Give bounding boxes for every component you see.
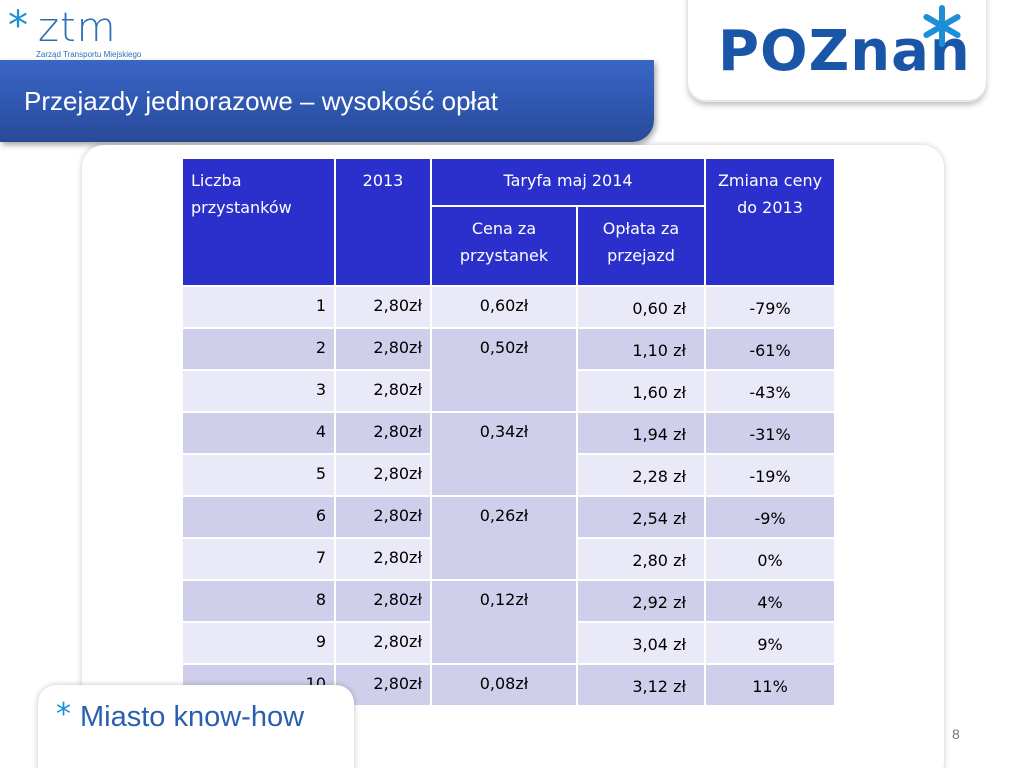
cell-stops: 8 [181,579,336,623]
cell-stops: 9 [181,621,336,665]
cell-ride-fee: 3,12 zł [575,663,707,707]
table-row: 8 2,80zł 0,12zł 2,92 zł 4% [181,579,837,665]
cell-price-per-stop: 0,08zł [430,663,578,707]
cell-price-2013: 2,80zł [334,369,432,413]
table-row: 7 2,80zł 2,80 zł 0% [181,537,837,581]
cell-ride-fee: 3,04 zł [575,621,707,665]
cell-ride-fee: 0,60 zł [575,285,707,329]
fare-table: Liczba przystanków 2013 Taryfa maj 2014 … [181,157,837,707]
cell-ride-fee: 1,10 zł [575,327,707,371]
header-change: Zmiana ceny do 2013 [704,157,837,287]
cell-stops: 3 [181,369,336,413]
table-row: 5 2,80zł 2,28 zł -19% [181,453,837,497]
cell-change: 9% [704,621,837,665]
ztm-logo-text: ztm [38,5,117,51]
table-row: 9 2,80zł 3,04 zł 9% [181,621,837,665]
cell-change: -43% [704,369,837,413]
cell-price-2013: 2,80zł [334,621,432,665]
cell-price-2013: 2,80zł [334,285,432,329]
table-row: 1 2,80zł 0,60zł 0,60 zł -79% [181,285,837,329]
slide-title: Przejazdy jednorazowe – wysokość opłat [24,86,499,116]
title-bar [0,60,654,142]
cell-price-2013: 2,80zł [334,327,432,371]
poznan-logo: POZnan [688,0,986,102]
cell-ride-fee: 1,94 zł [575,411,707,455]
table-row: 3 2,80zł 1,60 zł -43% [181,369,837,413]
cell-price-per-stop: 0,12zł [430,579,578,665]
header-ride-fee: Opłata za przejazd [575,205,707,287]
cell-price-2013: 2,80zł [334,663,432,707]
header-stops: Liczba przystanków [181,157,336,287]
footer-star-icon: * [56,697,71,732]
ztm-logo: * ztm Zarząd Transportu Miejskiego [8,6,168,64]
cell-change: 11% [704,663,837,707]
table-row: 4 2,80zł 0,34zł 1,94 zł -31% [181,411,837,497]
table-row: 6 2,80zł 0,26zł 2,54 zł -9% [181,495,837,581]
cell-ride-fee: 1,60 zł [575,369,707,413]
table-row: 2 2,80zł 0,50zł 1,10 zł -61% [181,327,837,413]
cell-price-2013: 2,80zł [334,453,432,497]
cell-change: 0% [704,537,837,581]
cell-ride-fee: 2,54 zł [575,495,707,539]
cell-change: -61% [704,327,837,371]
cell-stops: 6 [181,495,336,539]
cell-stops: 4 [181,411,336,455]
cell-change: -9% [704,495,837,539]
cell-price-2013: 2,80zł [334,537,432,581]
header-2013: 2013 [334,157,432,287]
cell-stops: 2 [181,327,336,371]
cell-change: -79% [704,285,837,329]
cell-stops: 5 [181,453,336,497]
ztm-star-icon: * [8,3,28,49]
cell-stops: 1 [181,285,336,329]
cell-stops: 7 [181,537,336,581]
ztm-logo-subtitle: Zarząd Transportu Miejskiego [36,50,142,59]
header-price-per-stop: Cena za przystanek [430,205,578,287]
cell-change: 4% [704,579,837,623]
footer-slogan: Miasto know-how [80,701,305,733]
cell-price-per-stop: 0,34zł [430,411,578,497]
cell-ride-fee: 2,92 zł [575,579,707,623]
cell-change: -19% [704,453,837,497]
cell-change: -31% [704,411,837,455]
cell-ride-fee: 2,28 zł [575,453,707,497]
cell-ride-fee: 2,80 zł [575,537,707,581]
cell-price-2013: 2,80zł [334,411,432,455]
poznan-star-icon [923,5,961,47]
page-number: 8 [952,726,960,742]
cell-price-2013: 2,80zł [334,579,432,623]
poznan-logo-text: POZnan [718,19,971,84]
cell-price-per-stop: 0,26zł [430,495,578,581]
footer-slogan-box [38,685,354,768]
cell-price-2013: 2,80zł [334,495,432,539]
cell-price-per-stop: 0,60zł [430,285,578,329]
header-tariff: Taryfa maj 2014 [429,157,707,207]
cell-price-per-stop: 0,50zł [430,327,578,413]
